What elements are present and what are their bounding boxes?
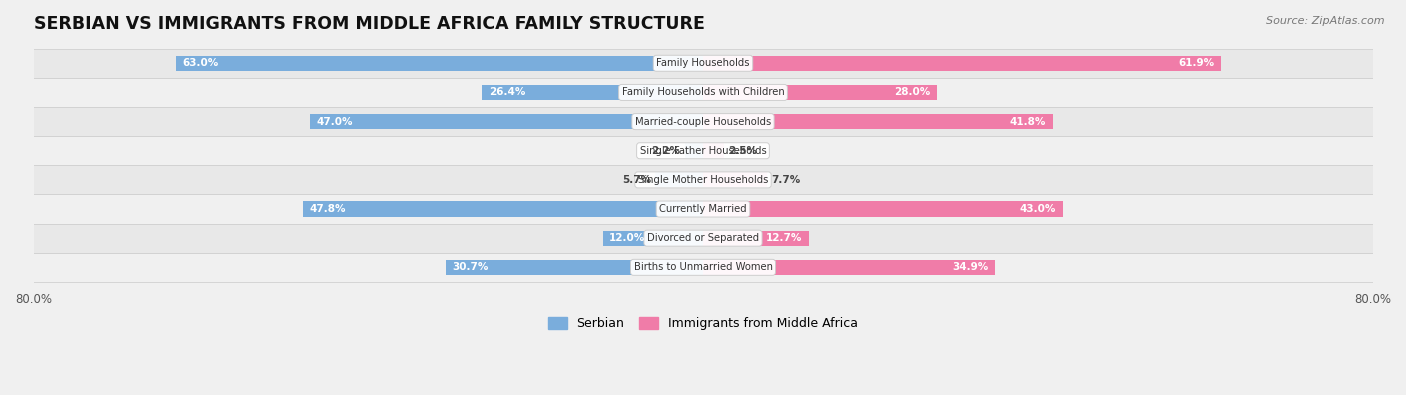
Text: 7.7%: 7.7%: [772, 175, 801, 185]
Text: 2.5%: 2.5%: [728, 146, 756, 156]
Text: 26.4%: 26.4%: [489, 87, 524, 98]
Bar: [703, 201, 1063, 216]
Text: SERBIAN VS IMMIGRANTS FROM MIDDLE AFRICA FAMILY STRUCTURE: SERBIAN VS IMMIGRANTS FROM MIDDLE AFRICA…: [34, 15, 704, 33]
Text: 61.9%: 61.9%: [1178, 58, 1215, 68]
Text: 28.0%: 28.0%: [894, 87, 931, 98]
Bar: [703, 172, 768, 188]
Text: Births to Unmarried Women: Births to Unmarried Women: [634, 262, 772, 272]
Bar: [703, 260, 995, 275]
Bar: [685, 143, 703, 158]
Bar: [703, 114, 1053, 129]
FancyBboxPatch shape: [25, 136, 1381, 166]
Text: Single Mother Households: Single Mother Households: [638, 175, 768, 185]
FancyBboxPatch shape: [25, 166, 1381, 194]
FancyBboxPatch shape: [25, 107, 1381, 136]
Bar: [603, 231, 703, 246]
Text: Currently Married: Currently Married: [659, 204, 747, 214]
Text: 12.7%: 12.7%: [766, 233, 803, 243]
Text: 30.7%: 30.7%: [453, 262, 489, 272]
Text: 2.2%: 2.2%: [651, 146, 681, 156]
Text: Single Father Households: Single Father Households: [640, 146, 766, 156]
Bar: [446, 260, 703, 275]
Text: 43.0%: 43.0%: [1019, 204, 1056, 214]
Text: Married-couple Households: Married-couple Households: [636, 117, 770, 126]
Bar: [309, 114, 703, 129]
Text: 34.9%: 34.9%: [952, 262, 988, 272]
FancyBboxPatch shape: [25, 194, 1381, 224]
Text: 47.8%: 47.8%: [309, 204, 346, 214]
Text: Divorced or Separated: Divorced or Separated: [647, 233, 759, 243]
Text: Family Households: Family Households: [657, 58, 749, 68]
Legend: Serbian, Immigrants from Middle Africa: Serbian, Immigrants from Middle Africa: [543, 312, 863, 335]
Bar: [302, 201, 703, 216]
FancyBboxPatch shape: [25, 78, 1381, 107]
Text: 5.7%: 5.7%: [621, 175, 651, 185]
Bar: [176, 56, 703, 71]
Text: Family Households with Children: Family Households with Children: [621, 87, 785, 98]
Bar: [703, 143, 724, 158]
Bar: [703, 56, 1220, 71]
Bar: [655, 172, 703, 188]
Text: 63.0%: 63.0%: [183, 58, 219, 68]
FancyBboxPatch shape: [25, 224, 1381, 253]
Bar: [703, 231, 810, 246]
FancyBboxPatch shape: [25, 49, 1381, 78]
Text: 47.0%: 47.0%: [316, 117, 353, 126]
FancyBboxPatch shape: [25, 253, 1381, 282]
Bar: [482, 85, 703, 100]
Text: Source: ZipAtlas.com: Source: ZipAtlas.com: [1267, 16, 1385, 26]
Text: 12.0%: 12.0%: [609, 233, 645, 243]
Bar: [703, 85, 938, 100]
Text: 41.8%: 41.8%: [1010, 117, 1046, 126]
